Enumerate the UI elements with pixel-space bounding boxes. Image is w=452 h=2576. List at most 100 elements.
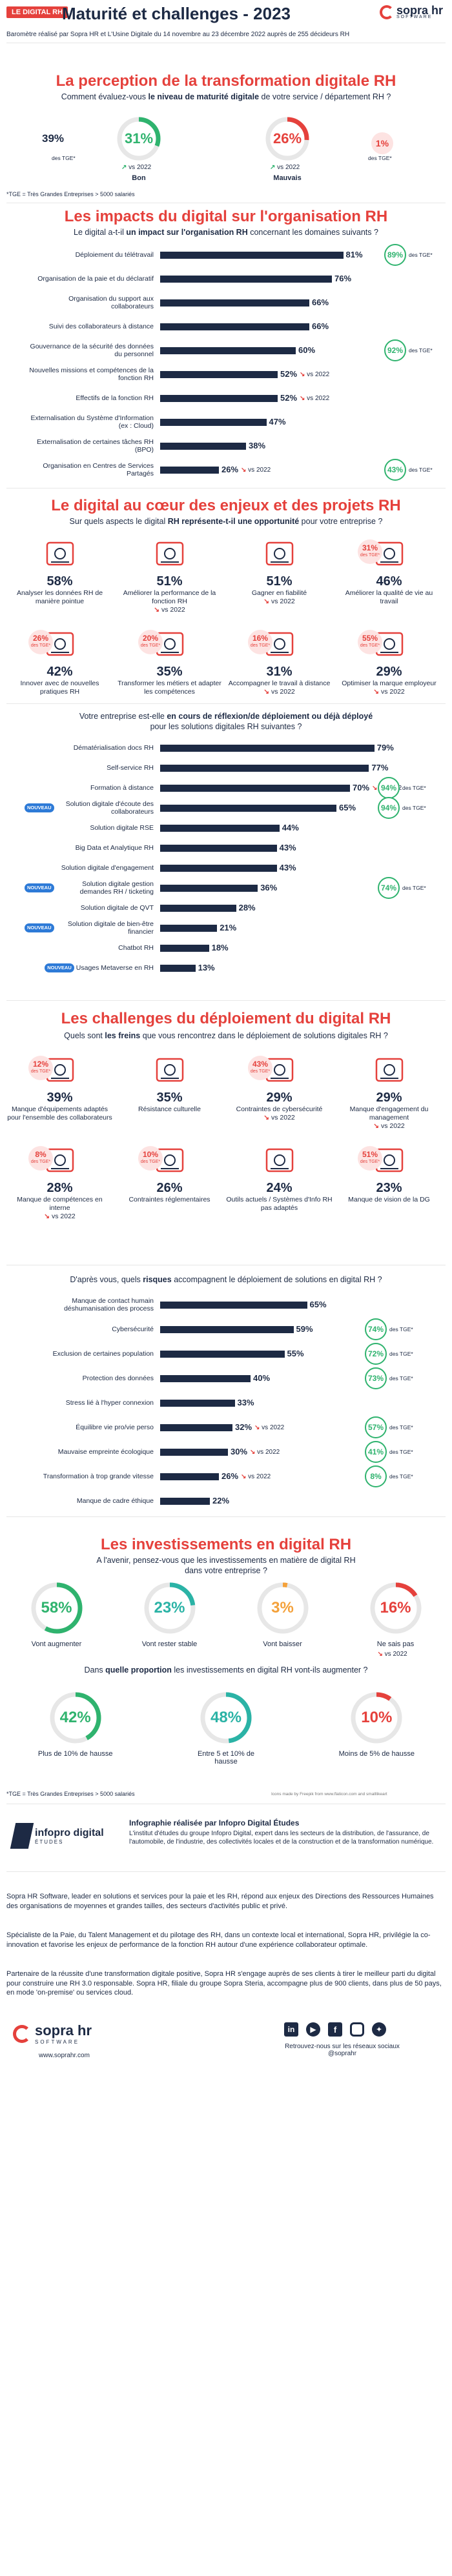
tge-bubble[interactable]: 72% bbox=[365, 1343, 387, 1365]
tge-bubble[interactable]: 92% bbox=[384, 339, 406, 361]
bar[interactable] bbox=[160, 864, 277, 872]
bar-label[interactable]: NOUVEAU Solution digitale d'écoute des co… bbox=[25, 799, 154, 816]
impact-trend[interactable]: ↘ vs 2022 bbox=[300, 370, 330, 378]
invest-ring[interactable]: 16% bbox=[369, 1581, 423, 1635]
card-7[interactable]: 29% Optimiser la marque employeur ↘ vs 202… bbox=[336, 626, 442, 696]
bar-label[interactable]: Exclusion de certaines population bbox=[25, 1343, 154, 1365]
tge-bubble[interactable]: 73% bbox=[365, 1367, 387, 1389]
card-7[interactable]: 23% Manque de vision de la DG bbox=[336, 1142, 442, 1204]
invest-ring[interactable]: 3% bbox=[256, 1581, 310, 1635]
card-tge-badge[interactable]: 10% des TGE* bbox=[138, 1146, 163, 1171]
bar-value[interactable]: 13% bbox=[198, 962, 215, 972]
bar-label[interactable]: NOUVEAU Usages Metaverse en RH bbox=[25, 959, 154, 976]
card-5[interactable]: 35% Transformer les métiers et adapter le… bbox=[116, 626, 223, 696]
tge-bubble[interactable]: 94% bbox=[378, 776, 400, 799]
card-tge-badge[interactable]: 8% des TGE* bbox=[28, 1146, 53, 1171]
bar-label[interactable]: Organisation de la paie et du déclaratif bbox=[25, 268, 154, 289]
ring-trend[interactable]: ↘ vs 2022 bbox=[377, 1651, 407, 1658]
invest-ring[interactable]: 58% bbox=[30, 1581, 84, 1635]
tge-label[interactable]: des TGE* bbox=[402, 884, 426, 891]
bar[interactable] bbox=[160, 804, 336, 812]
bar-value[interactable]: 81% bbox=[345, 249, 363, 259]
bar-label[interactable]: Cybersécurité bbox=[25, 1318, 154, 1340]
tge-label[interactable]: des TGE* bbox=[389, 1449, 413, 1455]
bar[interactable] bbox=[160, 394, 278, 402]
bar-label[interactable]: Manque de cadre éthique bbox=[25, 1490, 154, 1512]
tge-bubble[interactable]: 57% bbox=[365, 1416, 387, 1438]
bar-label[interactable]: NOUVEAU Solution digitale gestion demande… bbox=[25, 879, 154, 896]
youtube-icon[interactable]: ▶ bbox=[306, 2022, 320, 2037]
bar-value[interactable]: 79% bbox=[376, 742, 394, 752]
bar[interactable] bbox=[160, 299, 309, 307]
card-0[interactable]: 39% Manque d'équipements adaptés pour l'e… bbox=[6, 1052, 113, 1122]
bar[interactable] bbox=[160, 1302, 307, 1309]
bar[interactable] bbox=[160, 370, 278, 378]
card-tge-badge[interactable]: 12% des TGE* bbox=[28, 1056, 53, 1080]
bar-label[interactable]: Nouvelles missions et compétences de la … bbox=[25, 363, 154, 385]
bar-label[interactable]: Solution digitale d'engagement bbox=[25, 859, 154, 876]
tge-label[interactable]: des TGE* bbox=[402, 784, 426, 791]
tge-bubble[interactable]: 43% bbox=[384, 458, 406, 481]
bar-value[interactable]: 52% bbox=[280, 368, 298, 379]
bar-value[interactable]: 40% bbox=[253, 1373, 271, 1383]
bar-value[interactable]: 65% bbox=[309, 1300, 327, 1309]
tge-bubble[interactable]: 89% bbox=[384, 243, 406, 266]
card-6[interactable]: 31% Accompagner le travail à distance ↘ vs… bbox=[226, 626, 333, 696]
bar[interactable] bbox=[160, 964, 196, 972]
bar-label[interactable]: Organisation en Centres de Services Part… bbox=[25, 459, 154, 480]
ring-label[interactable]: Ne sais pas bbox=[376, 1640, 415, 1648]
card-tge-badge[interactable]: 55% des TGE* bbox=[358, 630, 382, 654]
bar-value[interactable]: 65% bbox=[339, 802, 356, 812]
bar-label[interactable]: Stress lié à l'hyper connexion bbox=[25, 1392, 154, 1414]
bar-label[interactable]: NOUVEAU Solution digitale de bien-être fi… bbox=[25, 919, 154, 936]
tge-label[interactable]: des TGE* bbox=[409, 466, 433, 473]
bar-value[interactable]: 33% bbox=[237, 1398, 254, 1407]
tge-label[interactable]: des TGE* bbox=[389, 1424, 413, 1431]
bar[interactable] bbox=[160, 784, 350, 792]
bar-value[interactable]: 38% bbox=[249, 440, 266, 450]
bar-value[interactable]: 43% bbox=[279, 842, 296, 852]
bar[interactable] bbox=[160, 1449, 228, 1456]
ring-label[interactable]: Vont baisser bbox=[263, 1640, 302, 1648]
tge-label[interactable]: des TGE* bbox=[389, 1351, 413, 1357]
impact-trend[interactable]: ↘ vs 2022 bbox=[300, 394, 330, 402]
bar-value[interactable]: 59% bbox=[296, 1324, 313, 1334]
card-tge-badge[interactable]: 43% des TGE* bbox=[248, 1056, 272, 1080]
bar[interactable] bbox=[160, 1400, 235, 1407]
ring-label[interactable]: Vont augmenter bbox=[31, 1640, 82, 1648]
bar-value[interactable]: 43% bbox=[279, 862, 296, 872]
card-tge-badge[interactable]: 20% des TGE* bbox=[138, 630, 163, 654]
card-3[interactable]: 29% Manque d'engagement du management ↘ vs… bbox=[336, 1052, 442, 1131]
bar-label[interactable]: Big Data et Analytique RH bbox=[25, 839, 154, 856]
linkedin-icon[interactable]: in bbox=[284, 2022, 298, 2037]
card-tge-badge[interactable]: 16% des TGE* bbox=[248, 630, 272, 654]
bar[interactable] bbox=[160, 347, 296, 354]
bar-label[interactable]: Solution digitale de QVT bbox=[25, 899, 154, 916]
bar[interactable] bbox=[160, 764, 369, 772]
bar[interactable] bbox=[160, 824, 280, 832]
bar[interactable] bbox=[160, 1424, 232, 1431]
bar-label[interactable]: Effectifs de la fonction RH bbox=[25, 387, 154, 408]
twitter-icon[interactable]: ✦ bbox=[372, 2022, 386, 2037]
bar-label[interactable]: Déploiement du télétravail bbox=[25, 244, 154, 265]
card-2[interactable]: 51% Gagner en fiabilité ↘ vs 2022 bbox=[226, 536, 333, 606]
bar-label[interactable]: Transformation à trop grande vitesse bbox=[25, 1465, 154, 1487]
card-4[interactable]: 42% Innover avec de nouvelles pratiques R… bbox=[6, 626, 113, 696]
ring-label[interactable]: Moins de 5% de hausse bbox=[338, 1750, 415, 1758]
bar-value[interactable]: 76% bbox=[334, 273, 352, 283]
bar[interactable] bbox=[160, 251, 344, 259]
bar-trend[interactable]: ↘ vs 2022 bbox=[250, 1449, 280, 1456]
card-tge-badge[interactable]: 31% des TGE* bbox=[358, 539, 382, 564]
website-link[interactable]: www.soprahr.com bbox=[39, 2052, 90, 2059]
invest-ring[interactable]: 48% bbox=[199, 1691, 253, 1745]
tge-bubble[interactable]: 94% bbox=[378, 796, 400, 819]
bar-label[interactable]: Mauvaise empreinte écologique bbox=[25, 1441, 154, 1463]
tge-bubble[interactable]: 41% bbox=[365, 1441, 387, 1463]
card-2[interactable]: 29% Contraintes de cybersécurité ↘ vs 2022 bbox=[226, 1052, 333, 1122]
bar-label[interactable]: Externalisation de certaines tâches RH (… bbox=[25, 435, 154, 456]
bar-value[interactable]: 26% bbox=[221, 1471, 239, 1481]
tge-label[interactable]: des TGE* bbox=[389, 1473, 413, 1480]
bar[interactable] bbox=[160, 1473, 219, 1480]
bar-label[interactable]: Formation à distance bbox=[25, 779, 154, 796]
bar-value[interactable]: 28% bbox=[238, 902, 256, 912]
